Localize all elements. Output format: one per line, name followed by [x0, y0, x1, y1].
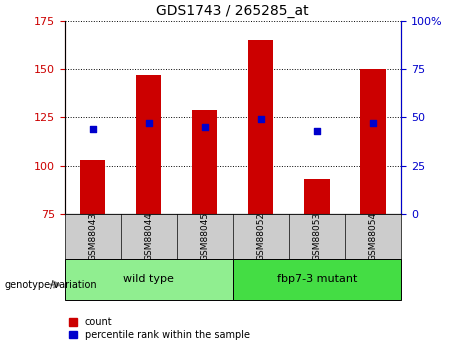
Bar: [233, 259, 401, 300]
Bar: [65, 259, 233, 300]
Text: GSM88045: GSM88045: [200, 212, 209, 261]
Text: GSM88043: GSM88043: [88, 212, 97, 261]
Title: GDS1743 / 265285_at: GDS1743 / 265285_at: [156, 4, 309, 18]
Bar: [80, 160, 105, 214]
Text: GSM88053: GSM88053: [313, 212, 321, 261]
Point: [145, 120, 152, 126]
Point: [257, 117, 265, 122]
Text: GSM88052: GSM88052: [256, 212, 266, 261]
Legend: count, percentile rank within the sample: count, percentile rank within the sample: [70, 317, 250, 340]
Bar: [136, 75, 161, 214]
Bar: [248, 40, 273, 214]
Point: [369, 120, 377, 126]
Text: genotype/variation: genotype/variation: [5, 280, 97, 289]
Text: GSM88044: GSM88044: [144, 212, 153, 261]
Bar: [304, 179, 330, 214]
Text: fbp7-3 mutant: fbp7-3 mutant: [277, 275, 357, 284]
Point: [89, 126, 96, 132]
Point: [313, 128, 321, 134]
Bar: [361, 69, 386, 214]
Point: [201, 124, 208, 130]
Text: GSM88054: GSM88054: [368, 212, 378, 261]
Text: wild type: wild type: [123, 275, 174, 284]
Bar: [192, 110, 218, 214]
